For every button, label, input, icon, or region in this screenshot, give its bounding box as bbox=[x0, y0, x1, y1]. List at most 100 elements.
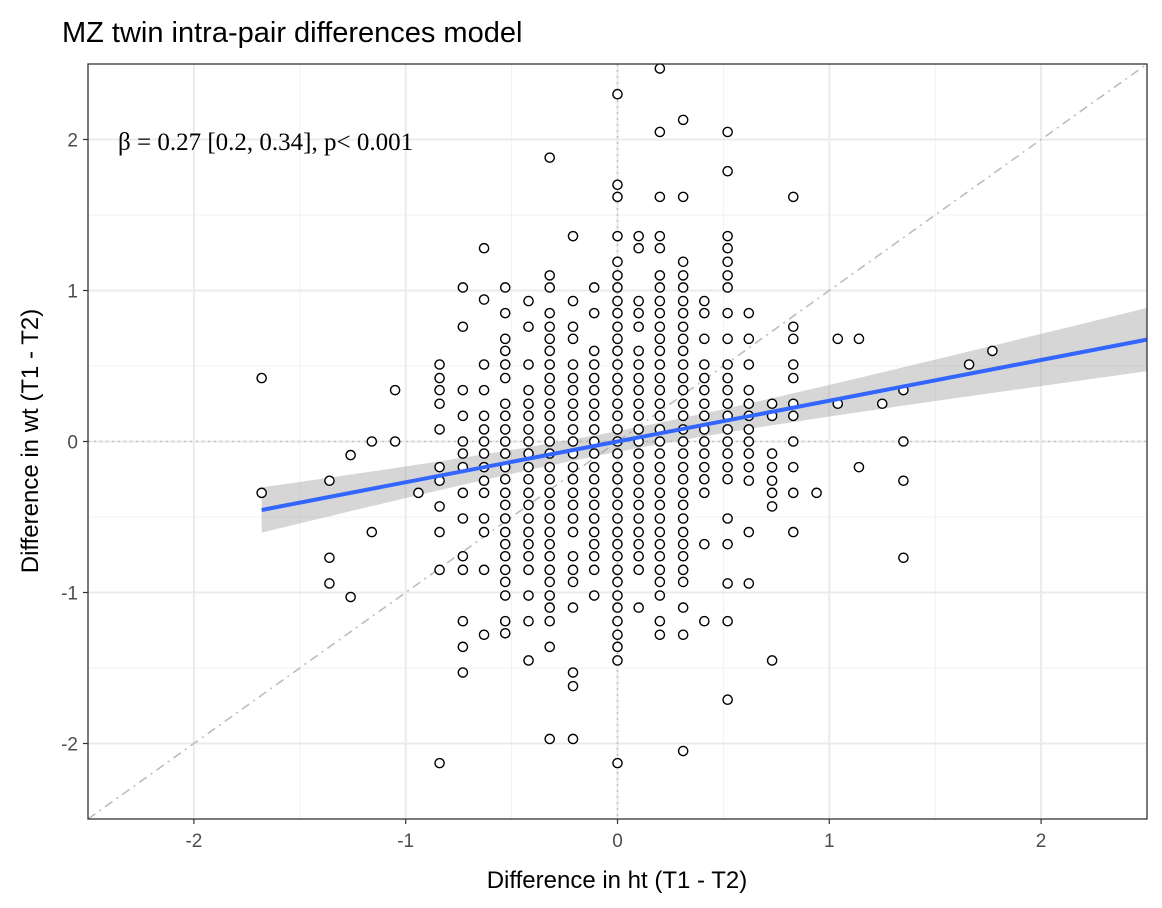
data-point bbox=[457, 282, 469, 293]
data-point bbox=[722, 165, 733, 177]
data-point bbox=[787, 333, 799, 345]
data-point bbox=[722, 242, 733, 254]
data-point bbox=[523, 564, 534, 576]
data-point bbox=[544, 733, 556, 745]
data-point bbox=[544, 372, 556, 384]
data-point bbox=[499, 513, 511, 524]
data-point bbox=[677, 295, 689, 307]
data-point bbox=[612, 384, 623, 396]
data-point bbox=[722, 282, 733, 293]
data-point bbox=[612, 602, 623, 613]
data-point bbox=[612, 333, 623, 345]
data-point bbox=[544, 345, 556, 357]
data-point bbox=[654, 448, 666, 459]
data-point bbox=[633, 550, 644, 562]
data-point bbox=[677, 114, 689, 126]
data-point bbox=[567, 410, 579, 422]
data-point bbox=[677, 345, 689, 357]
data-point bbox=[434, 757, 445, 769]
x-tick-label: 0 bbox=[612, 831, 623, 852]
data-point bbox=[567, 513, 579, 524]
data-point bbox=[544, 424, 556, 435]
data-point bbox=[588, 372, 600, 384]
data-point bbox=[633, 499, 644, 511]
data-point bbox=[633, 295, 644, 307]
data-point bbox=[523, 550, 534, 562]
data-point bbox=[963, 359, 975, 370]
y-tick-label: -2 bbox=[61, 735, 78, 756]
data-point bbox=[588, 473, 600, 485]
data-point bbox=[677, 629, 689, 641]
data-point bbox=[633, 513, 644, 524]
data-point bbox=[612, 564, 623, 576]
data-point bbox=[612, 372, 623, 384]
data-point bbox=[523, 513, 534, 524]
data-point bbox=[499, 448, 511, 459]
data-point bbox=[654, 270, 666, 281]
data-point bbox=[787, 410, 799, 422]
data-point bbox=[743, 359, 755, 370]
data-point bbox=[457, 384, 469, 396]
data-point bbox=[654, 526, 666, 538]
data-point bbox=[567, 372, 579, 384]
data-point bbox=[743, 333, 755, 345]
data-point bbox=[677, 538, 689, 550]
data-point bbox=[699, 461, 710, 473]
data-point bbox=[588, 410, 600, 422]
data-point bbox=[324, 552, 335, 564]
data-point bbox=[633, 526, 644, 538]
data-point bbox=[499, 576, 511, 588]
data-point bbox=[743, 475, 755, 487]
data-point bbox=[677, 436, 689, 447]
data-point bbox=[612, 179, 623, 191]
data-point bbox=[434, 564, 445, 576]
data-point bbox=[523, 487, 534, 499]
data-point bbox=[612, 345, 623, 357]
data-point bbox=[633, 398, 644, 410]
data-point bbox=[677, 359, 689, 370]
data-point bbox=[654, 499, 666, 511]
data-point bbox=[633, 230, 644, 242]
data-point bbox=[654, 550, 666, 562]
data-point bbox=[567, 680, 579, 692]
data-point bbox=[478, 359, 490, 370]
data-point bbox=[654, 282, 666, 293]
data-point bbox=[588, 345, 600, 357]
data-point bbox=[677, 256, 689, 268]
data-point bbox=[523, 424, 534, 435]
data-point bbox=[654, 345, 666, 357]
x-axis-ticks: -2 -1 0 1 2 bbox=[185, 819, 1046, 852]
data-point bbox=[699, 295, 710, 307]
data-point bbox=[345, 449, 356, 461]
data-point bbox=[743, 398, 755, 410]
data-point bbox=[654, 321, 666, 333]
data-point bbox=[612, 473, 623, 485]
data-point bbox=[654, 513, 666, 524]
data-point bbox=[743, 424, 755, 435]
data-point bbox=[567, 436, 579, 447]
data-point bbox=[677, 398, 689, 410]
data-point bbox=[523, 526, 534, 538]
data-point bbox=[523, 321, 534, 333]
data-point bbox=[544, 307, 556, 319]
data-point bbox=[478, 564, 490, 576]
data-point bbox=[345, 591, 356, 603]
data-point bbox=[699, 372, 710, 384]
data-point bbox=[499, 436, 511, 447]
data-point bbox=[654, 564, 666, 576]
data-point bbox=[567, 384, 579, 396]
data-point bbox=[654, 307, 666, 319]
data-point bbox=[499, 282, 511, 293]
data-point bbox=[612, 321, 623, 333]
data-point bbox=[588, 550, 600, 562]
data-point bbox=[766, 461, 778, 473]
data-point bbox=[898, 552, 909, 564]
data-point bbox=[633, 538, 644, 550]
data-point bbox=[722, 461, 733, 473]
data-point bbox=[612, 448, 623, 459]
data-point bbox=[588, 513, 600, 524]
data-point bbox=[588, 398, 600, 410]
y-tick-label: 0 bbox=[67, 433, 78, 454]
data-point bbox=[722, 538, 733, 550]
data-point bbox=[523, 590, 534, 601]
